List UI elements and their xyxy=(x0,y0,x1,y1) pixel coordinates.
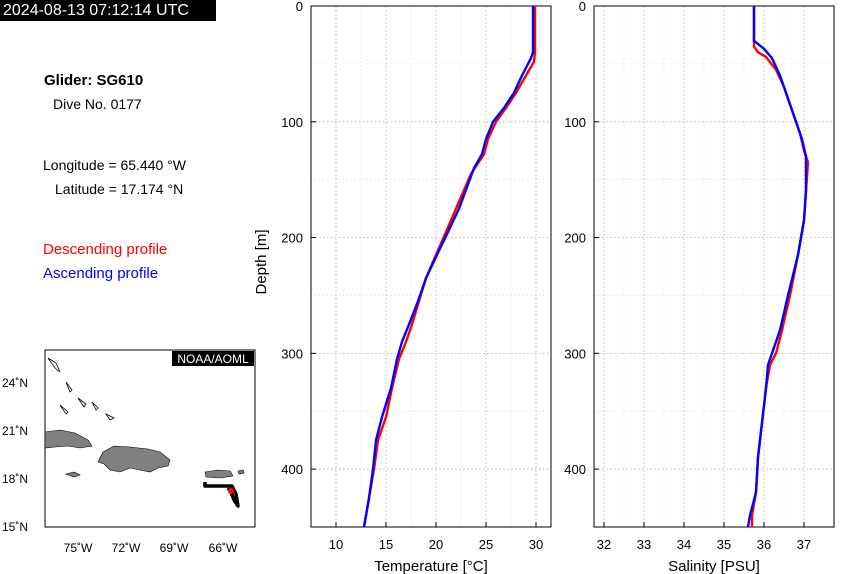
map-lon-label: 66˚W xyxy=(209,541,238,555)
glider-position-marker xyxy=(228,488,234,494)
salinity-grid xyxy=(594,5,834,527)
dive-number: Dive No. 0177 xyxy=(53,96,142,112)
temperature-grid xyxy=(311,5,551,527)
salinity-y-tick-label: 300 xyxy=(564,346,586,361)
timestamp-banner: 2024-08-13 07:12:14 UTC xyxy=(0,0,216,21)
temperature-x-axis-label: Temperature [°C] xyxy=(374,558,488,574)
temperature-x-tick-label: 25 xyxy=(479,537,493,552)
depth-axis-label: Depth [m] xyxy=(253,229,270,294)
salinity-plot: 32 33 34 35 36 37 0 100 200 300 400 Salinity [PSU] xyxy=(564,0,835,574)
salinity-y-tick-label: 100 xyxy=(564,115,586,130)
legend-ascending: Ascending profile xyxy=(43,265,159,282)
salinity-ascending-line xyxy=(746,6,808,528)
temperature-y-tick-label: 400 xyxy=(281,462,303,477)
bahamas-islands xyxy=(47,357,115,421)
temperature-series xyxy=(362,6,537,528)
salinity-x-tick-label: 32 xyxy=(597,537,611,552)
salinity-x-tick-label: 36 xyxy=(757,537,771,552)
hispaniola-island xyxy=(97,445,171,473)
temperature-y-tick-label: 0 xyxy=(296,0,303,14)
longitude-readout: Longitude = 65.440 °W xyxy=(43,157,186,173)
salinity-x-tick-label: 34 xyxy=(677,537,691,552)
latitude-readout: Latitude = 17.174 °N xyxy=(55,181,184,197)
map-badge-bg xyxy=(172,351,254,366)
temperature-x-tick-label: 20 xyxy=(429,537,443,552)
salinity-plot-frame xyxy=(593,5,835,528)
temperature-y-tick-label: 200 xyxy=(281,231,303,246)
temperature-x-tick-label: 30 xyxy=(529,537,543,552)
map-lon-label: 75˚W xyxy=(64,541,93,555)
temperature-descending-line xyxy=(362,6,537,528)
salinity-x-axis-label: Salinity [PSU] xyxy=(668,558,760,574)
temperature-y-tick-label: 300 xyxy=(281,346,303,361)
glider-title: Glider: SG610 xyxy=(44,72,144,89)
salinity-x-tick-label: 33 xyxy=(637,537,651,552)
map-lat-label: 18˚N xyxy=(2,472,28,486)
salinity-x-tick-label: 37 xyxy=(797,537,811,552)
virgin-islands xyxy=(237,469,245,475)
map-lon-labels: 75˚W 72˚W 69˚W 66˚W xyxy=(64,541,238,555)
salinity-y-tick-label: 200 xyxy=(564,231,586,246)
temperature-y-tick-label: 100 xyxy=(281,115,303,130)
jamaica-island xyxy=(64,471,81,478)
temperature-x-tick-label: 15 xyxy=(379,537,393,552)
salinity-ticks: 32 33 34 35 36 37 0 100 200 300 400 xyxy=(564,0,811,552)
map-lat-label: 15˚N xyxy=(2,520,28,534)
temperature-x-tick-label: 10 xyxy=(329,537,343,552)
map-inset: NOAA/AOML 24˚N 21˚N 18˚N 15˚N 75˚W 72˚W … xyxy=(2,349,256,555)
map-land xyxy=(44,357,245,479)
salinity-descending-line xyxy=(750,6,810,527)
salinity-series xyxy=(746,6,810,528)
map-lon-label: 69˚W xyxy=(160,541,189,555)
temperature-ascending-line xyxy=(362,6,535,528)
salinity-y-tick-label: 400 xyxy=(564,462,586,477)
puerto-rico-island xyxy=(204,469,234,479)
salinity-y-tick-label: 0 xyxy=(579,0,586,14)
cuba-island xyxy=(44,429,93,449)
temperature-plot-frame xyxy=(310,5,552,528)
map-lat-label: 21˚N xyxy=(2,424,28,438)
map-lon-label: 72˚W xyxy=(112,541,141,555)
map-lat-labels: 24˚N 21˚N 18˚N 15˚N xyxy=(2,376,28,534)
salinity-x-tick-label: 35 xyxy=(717,537,731,552)
legend-descending: Descending profile xyxy=(43,241,168,258)
map-badge: NOAA/AOML xyxy=(177,352,249,366)
map-lat-label: 24˚N xyxy=(2,376,28,390)
